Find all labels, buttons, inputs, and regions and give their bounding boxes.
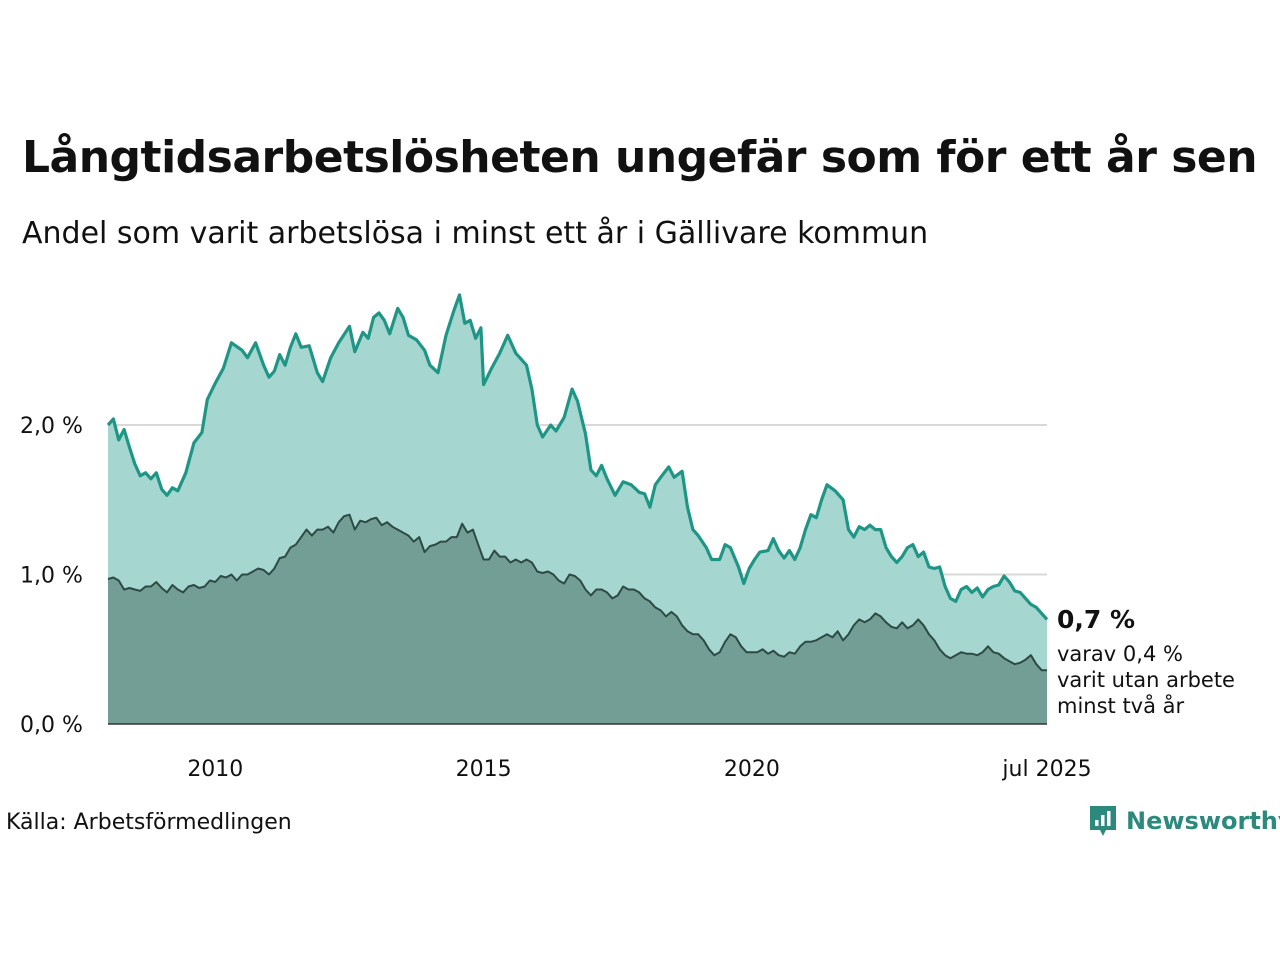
line-minst-tva-ar xyxy=(107,513,1047,672)
chart-title: Långtidsarbetslösheten ungefär som för e… xyxy=(22,132,1258,183)
brand-logo: Newsworthy xyxy=(1088,804,1280,838)
x-tick-label-2: 2020 xyxy=(724,757,780,782)
line-minst-ett-ar xyxy=(106,293,1049,621)
x-tick-label-0: 2010 xyxy=(187,757,243,782)
y-tick-label-2: 2,0 % xyxy=(20,414,83,439)
y-axis-ticks: 0,0 % 1,0 % 2,0 % xyxy=(20,414,83,738)
y-tick-label-1: 1,0 % xyxy=(20,564,83,589)
end-desc-line-2: minst två år xyxy=(1057,693,1185,718)
brand-name: Newsworthy xyxy=(1126,807,1280,835)
chart-subtitle: Andel som varit arbetslösa i minst ett å… xyxy=(22,216,929,251)
x-axis-ticks: 2010 2015 2020 jul 2025 xyxy=(187,757,1091,782)
x-tick-label-1: 2015 xyxy=(456,757,512,782)
end-value-label: 0,7 % xyxy=(1057,605,1135,634)
source-note: Källa: Arbetsförmedlingen xyxy=(6,810,292,835)
newsworthy-logo-icon xyxy=(1090,806,1116,836)
x-tick-label-3: jul 2025 xyxy=(1001,757,1091,782)
end-desc-line-1: varit utan arbete xyxy=(1057,668,1235,692)
end-desc-line-0: varav 0,4 % xyxy=(1057,642,1183,666)
area-minst-tva-ar xyxy=(108,514,1047,724)
y-tick-label-0: 0,0 % xyxy=(20,713,83,738)
